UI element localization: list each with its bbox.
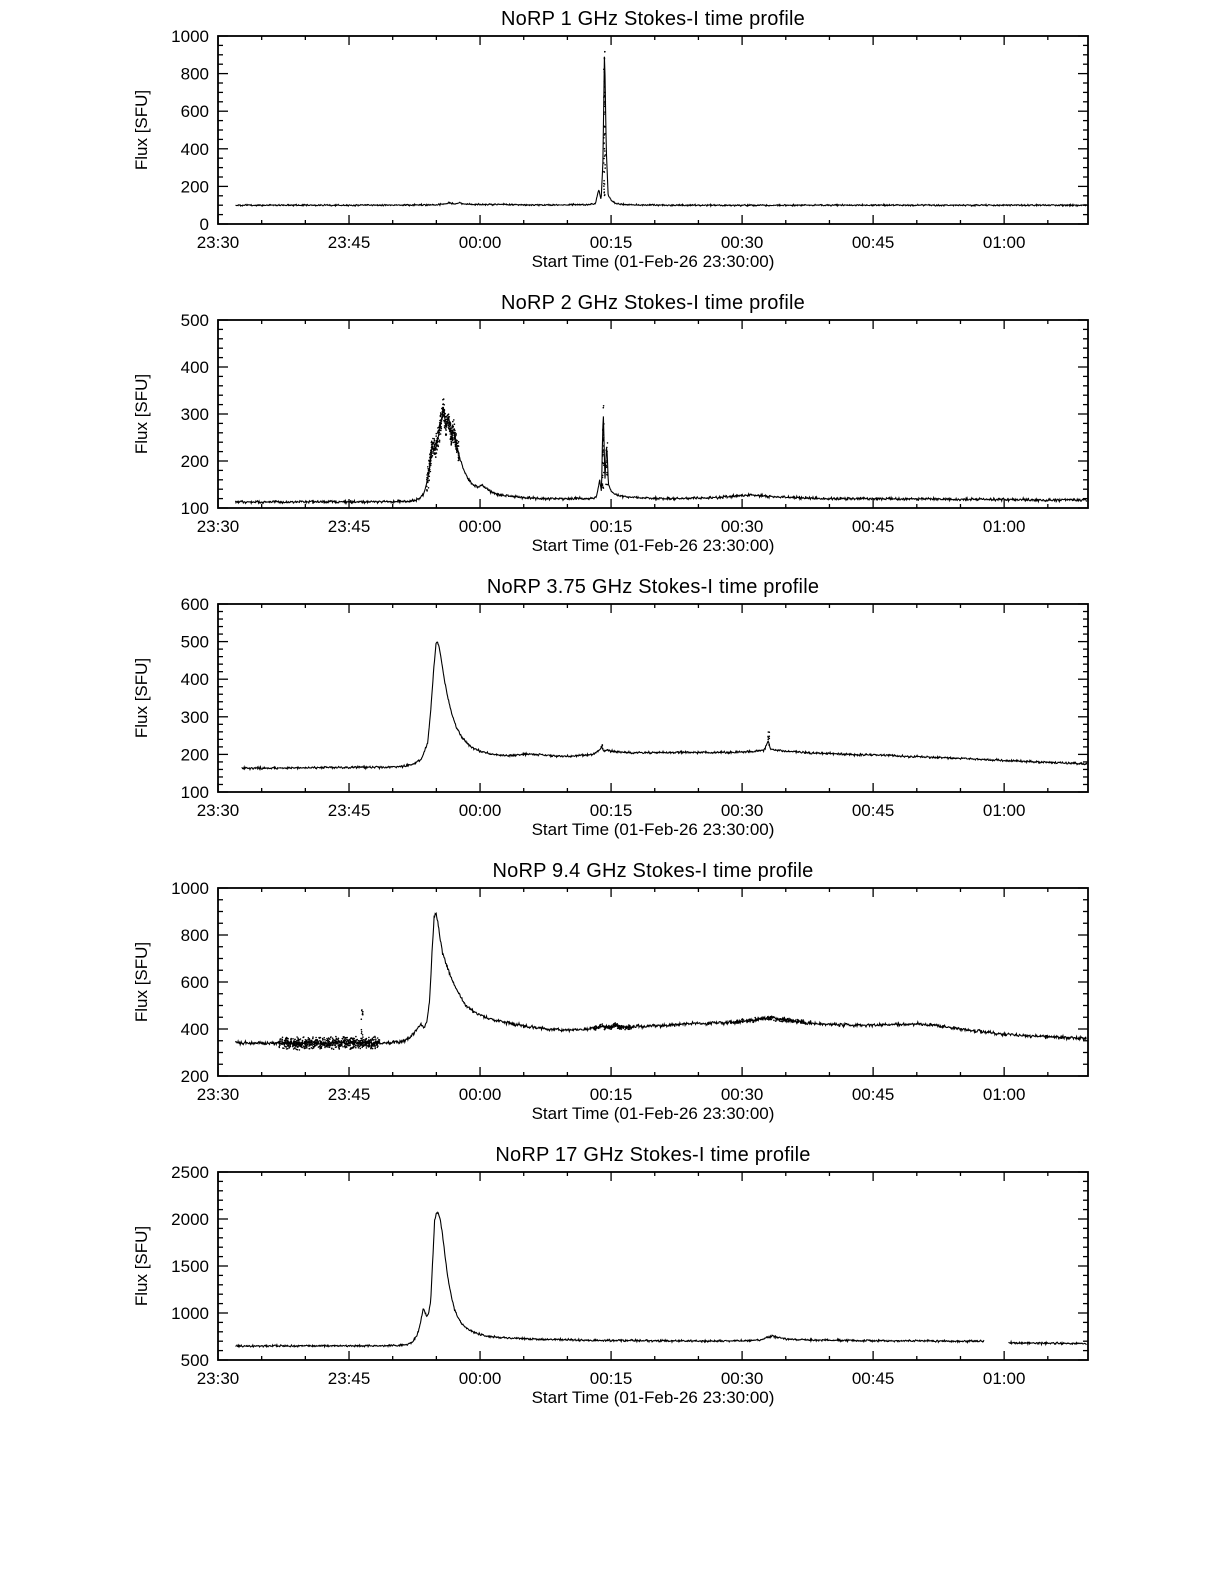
svg-text:600: 600 <box>181 973 209 992</box>
x-axis-label-2ghz: Start Time (01-Feb-26 23:30:00) <box>531 536 775 555</box>
svg-text:800: 800 <box>181 926 209 945</box>
svg-text:400: 400 <box>181 358 209 377</box>
svg-text:500: 500 <box>181 1351 209 1370</box>
svg-text:00:30: 00:30 <box>721 801 764 820</box>
x-axis-label-17ghz: Start Time (01-Feb-26 23:30:00) <box>531 1388 775 1407</box>
svg-text:23:45: 23:45 <box>328 233 371 252</box>
svg-text:400: 400 <box>181 670 209 689</box>
svg-text:00:00: 00:00 <box>459 233 502 252</box>
svg-text:00:15: 00:15 <box>590 1369 633 1388</box>
svg-text:400: 400 <box>181 1020 209 1039</box>
svg-text:23:30: 23:30 <box>197 1369 240 1388</box>
svg-text:100: 100 <box>181 783 209 802</box>
svg-text:23:30: 23:30 <box>197 517 240 536</box>
svg-text:0: 0 <box>200 215 209 234</box>
svg-text:00:00: 00:00 <box>459 1085 502 1104</box>
plot-2ghz: 100 200 300 400 500 23:30 23:45 00:00 00:15 00:30… <box>181 311 1089 536</box>
svg-text:00:45: 00:45 <box>852 1369 895 1388</box>
svg-text:200: 200 <box>181 1067 209 1086</box>
svg-text:600: 600 <box>181 595 209 614</box>
svg-text:01:00: 01:00 <box>983 233 1026 252</box>
panel-title-9-4ghz: NoRP 9.4 GHz Stokes-I time profile <box>492 860 814 882</box>
svg-text:00:00: 00:00 <box>459 517 502 536</box>
panel-title-3-75ghz: NoRP 3.75 GHz Stokes-I time profile <box>486 576 820 598</box>
svg-text:500: 500 <box>181 633 209 652</box>
panel-title-17ghz: NoRP 17 GHz Stokes-I time profile <box>495 1144 811 1166</box>
svg-text:200: 200 <box>181 177 209 196</box>
svg-text:500: 500 <box>181 311 209 330</box>
plot-17ghz: 500 1000 1500 2000 2500 23:30 23:45 00:00 00:15 0… <box>171 1163 1089 1388</box>
svg-text:600: 600 <box>181 102 209 121</box>
svg-text:01:00: 01:00 <box>983 517 1026 536</box>
svg-text:300: 300 <box>181 708 209 727</box>
svg-text:1500: 1500 <box>171 1257 209 1276</box>
svg-text:2000: 2000 <box>171 1210 209 1229</box>
svg-text:23:45: 23:45 <box>328 517 371 536</box>
svg-text:1000: 1000 <box>171 1304 209 1323</box>
svg-text:23:45: 23:45 <box>328 801 371 820</box>
svg-text:00:30: 00:30 <box>721 1369 764 1388</box>
plot-9-4ghz: 200 400 600 800 1000 23:30 23:45 00:00 00:15 00:3… <box>171 879 1089 1104</box>
svg-text:1000: 1000 <box>171 879 209 898</box>
panel-norp-9-4ghz: NoRP 9.4 GHz Stokes-I time profile Flux … <box>0 858 1224 1142</box>
svg-text:200: 200 <box>181 745 209 764</box>
svg-text:00:45: 00:45 <box>852 801 895 820</box>
x-axis-label-9-4ghz: Start Time (01-Feb-26 23:30:00) <box>531 1104 775 1123</box>
panel-title-1ghz: NoRP 1 GHz Stokes-I time profile <box>501 8 805 30</box>
svg-text:00:00: 00:00 <box>459 1369 502 1388</box>
svg-text:00:30: 00:30 <box>721 517 764 536</box>
x-axis-label-1ghz: Start Time (01-Feb-26 23:30:00) <box>531 252 775 271</box>
svg-text:2500: 2500 <box>171 1163 209 1182</box>
x-axis-label-3-75ghz: Start Time (01-Feb-26 23:30:00) <box>531 820 775 839</box>
svg-text:00:30: 00:30 <box>721 233 764 252</box>
plot-1ghz: 0 200 400 600 800 1000 23:30 23:45 00:00 00:15 00:… <box>171 27 1089 252</box>
svg-text:300: 300 <box>181 405 209 424</box>
plot-3-75ghz: 100 200 300 400 500 600 23:30 23:45 00:00 00:15 00… <box>181 595 1089 820</box>
svg-text:23:45: 23:45 <box>328 1369 371 1388</box>
svg-text:800: 800 <box>181 65 209 84</box>
svg-text:01:00: 01:00 <box>983 801 1026 820</box>
panel-title-2ghz: NoRP 2 GHz Stokes-I time profile <box>501 292 805 314</box>
svg-text:00:15: 00:15 <box>590 517 633 536</box>
svg-text:23:30: 23:30 <box>197 233 240 252</box>
svg-text:23:30: 23:30 <box>197 1085 240 1104</box>
panel-norp-2ghz: NoRP 2 GHz Stokes-I time profile Flux [S… <box>0 290 1224 574</box>
svg-text:01:00: 01:00 <box>983 1085 1026 1104</box>
svg-text:01:00: 01:00 <box>983 1369 1026 1388</box>
svg-text:23:30: 23:30 <box>197 801 240 820</box>
svg-text:400: 400 <box>181 140 209 159</box>
svg-text:1000: 1000 <box>171 27 209 46</box>
svg-text:00:45: 00:45 <box>852 233 895 252</box>
panel-norp-1ghz: NoRP 1 GHz Stokes-I time profile Flux [S… <box>0 6 1224 290</box>
svg-text:200: 200 <box>181 452 209 471</box>
svg-text:00:45: 00:45 <box>852 1085 895 1104</box>
panel-norp-3-75ghz: NoRP 3.75 GHz Stokes-I time profile Flux… <box>0 574 1224 858</box>
svg-text:00:45: 00:45 <box>852 517 895 536</box>
svg-text:00:15: 00:15 <box>590 1085 633 1104</box>
svg-text:00:15: 00:15 <box>590 233 633 252</box>
svg-text:23:45: 23:45 <box>328 1085 371 1104</box>
svg-text:100: 100 <box>181 499 209 518</box>
panel-norp-17ghz: NoRP 17 GHz Stokes-I time profile Flux [… <box>0 1142 1224 1426</box>
svg-text:00:00: 00:00 <box>459 801 502 820</box>
svg-text:00:15: 00:15 <box>590 801 633 820</box>
svg-text:00:30: 00:30 <box>721 1085 764 1104</box>
